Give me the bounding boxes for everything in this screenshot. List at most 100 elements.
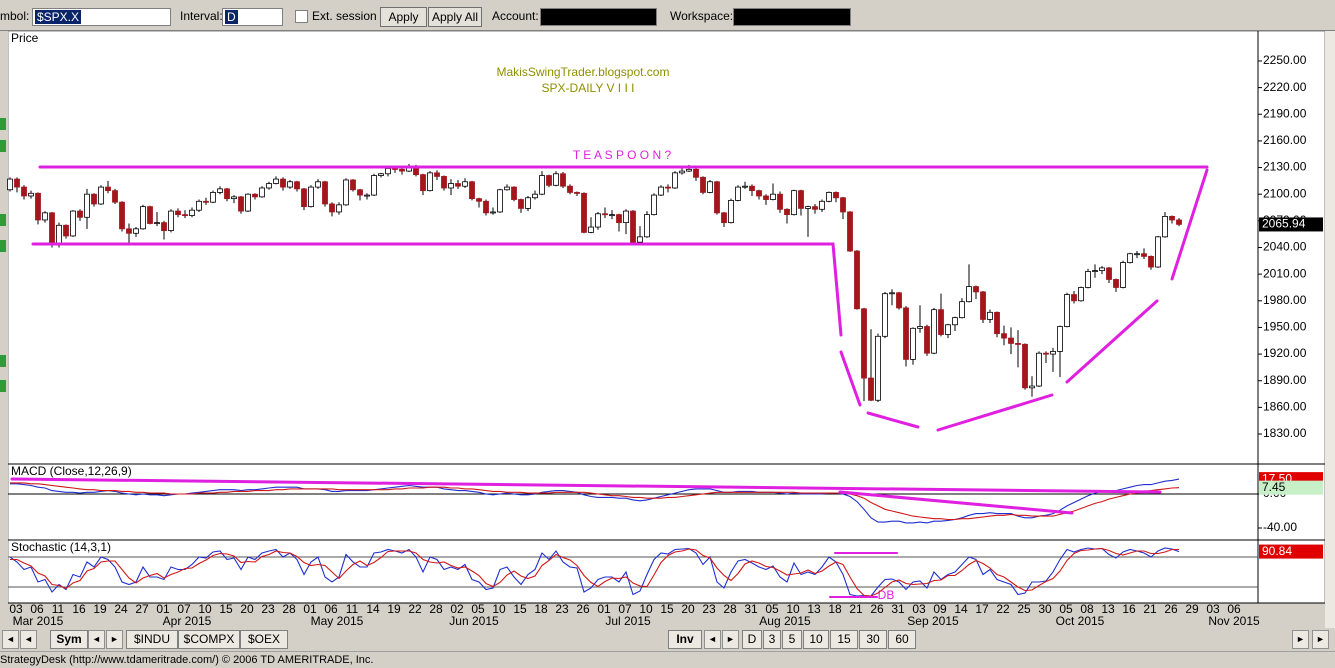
tab[interactable]: 3 <box>763 630 781 649</box>
scroll-right[interactable]: ► <box>1292 630 1309 649</box>
candle-body <box>959 301 965 319</box>
symbol-combo[interactable]: $SPX.X <box>32 8 171 26</box>
x-tick-label: 05 <box>1059 602 1073 616</box>
tab[interactable]: 15 <box>830 630 858 649</box>
month-label: Sep 2015 <box>907 614 959 628</box>
tab[interactable]: 5 <box>782 630 802 649</box>
tab[interactable]: 30 <box>859 630 887 649</box>
y-tick-label: 2190.00 <box>1263 106 1307 120</box>
candle-body <box>791 190 797 216</box>
candle-body <box>1029 385 1035 389</box>
x-tick-label: 22 <box>996 602 1010 616</box>
candle-body <box>504 186 510 191</box>
candle-body <box>686 168 692 172</box>
y-tick-label: 1920.00 <box>1263 346 1307 360</box>
candle-body <box>399 168 405 172</box>
workspace-combo[interactable] <box>733 8 851 26</box>
candle-body <box>84 193 90 218</box>
scroll-left[interactable]: ◄ <box>2 630 19 649</box>
tab[interactable]: 60 <box>888 630 916 649</box>
tab[interactable]: Sym <box>50 630 88 649</box>
x-tick-label: 07 <box>618 602 632 616</box>
apply-all-button[interactable]: Apply All <box>428 7 482 27</box>
y-tick-label: 2010.00 <box>1263 266 1307 280</box>
candle-body <box>1036 352 1042 387</box>
month-label: Jun 2015 <box>449 614 499 628</box>
scroll[interactable]: ► <box>722 630 739 649</box>
account-combo[interactable] <box>540 8 657 26</box>
candle-body <box>371 175 377 196</box>
x-tick-label: 10 <box>639 602 653 616</box>
candle-body <box>917 326 923 329</box>
x-tick-label: 22 <box>408 602 422 616</box>
candle-body <box>658 186 664 196</box>
month-label: Nov 2015 <box>1208 614 1260 628</box>
scroll-right[interactable]: ► <box>1312 630 1329 649</box>
scroll-left[interactable]: ◄ <box>20 630 37 649</box>
x-tick-label: 09 <box>933 602 947 616</box>
tab[interactable]: $COMPX <box>178 630 240 649</box>
candle-body <box>966 286 972 303</box>
candle-body <box>161 222 167 232</box>
candle-body <box>1043 352 1049 355</box>
y-tick-label: 1980.00 <box>1263 293 1307 307</box>
candle-body <box>903 307 909 360</box>
y-tick-label: 2220.00 <box>1263 80 1307 94</box>
x-tick-label: 29 <box>1185 602 1199 616</box>
x-tick-label: 08 <box>1080 602 1094 616</box>
scroll[interactable]: ► <box>106 630 123 649</box>
candle-body <box>784 208 790 216</box>
symbol-value: $SPX.X <box>35 10 82 24</box>
workspace-label: Workspace: <box>670 9 734 23</box>
x-tick-label: 10 <box>198 602 212 616</box>
candle-body <box>322 181 328 205</box>
chart-background <box>7 30 1326 604</box>
candle-body <box>210 192 216 203</box>
interval-combo[interactable]: D <box>222 8 283 26</box>
candle-body <box>567 185 573 193</box>
candle-body <box>301 188 307 208</box>
x-tick-label: 10 <box>786 602 800 616</box>
ext-session-checkbox[interactable] <box>295 10 308 23</box>
apply-button[interactable]: Apply <box>380 7 427 27</box>
scroll[interactable]: ◄ <box>704 630 721 649</box>
candle-body <box>763 195 769 200</box>
scroll[interactable]: ◄ <box>88 630 105 649</box>
x-tick-label: 21 <box>1143 602 1157 616</box>
candle-body <box>287 181 293 188</box>
candle-body <box>511 186 517 200</box>
x-tick-label: 26 <box>870 602 884 616</box>
x-tick-label: 20 <box>240 602 254 616</box>
candle-body <box>553 173 559 186</box>
candle-body <box>1120 262 1126 288</box>
tab[interactable]: $OEX <box>240 630 288 649</box>
candle-body <box>427 172 433 192</box>
candle-body <box>378 173 384 176</box>
candle-body <box>35 192 41 221</box>
candle-body <box>1001 333 1007 339</box>
candle-body <box>119 201 125 230</box>
right-scrollbar[interactable] <box>1325 31 1335 628</box>
candle-body <box>420 174 426 192</box>
tab[interactable]: $INDU <box>126 630 178 649</box>
x-tick-label: 23 <box>261 602 275 616</box>
x-tick-label: 18 <box>828 602 842 616</box>
tab[interactable]: Inv <box>668 630 702 649</box>
x-tick-label: 30 <box>1038 602 1052 616</box>
candle-body <box>1148 255 1154 268</box>
candle-body <box>196 200 202 211</box>
x-tick-label: 14 <box>954 602 968 616</box>
candle-body <box>259 187 265 198</box>
candle-body <box>805 206 811 209</box>
candle-body <box>490 211 496 214</box>
x-tick-label: 21 <box>849 602 863 616</box>
tab[interactable]: 10 <box>803 630 829 649</box>
interval-value: D <box>225 10 238 24</box>
candle-body <box>1022 343 1028 389</box>
candle-body <box>952 317 958 326</box>
tab[interactable]: D <box>742 630 762 649</box>
candle-body <box>343 179 349 206</box>
annotation: T E A S P O O N ? <box>573 148 672 162</box>
y-tick-label: -40.00 <box>1263 520 1297 534</box>
candle-body <box>672 172 678 189</box>
